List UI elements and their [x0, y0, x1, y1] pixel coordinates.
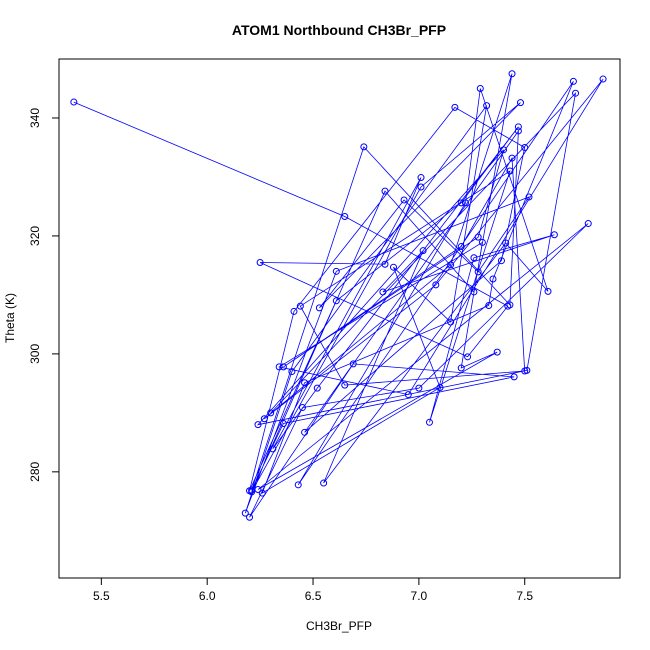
data-point: [341, 381, 349, 389]
data-point: [432, 281, 440, 289]
data-point: [447, 318, 455, 326]
data-point: [508, 154, 516, 162]
data-point: [315, 304, 323, 312]
data-point: [301, 428, 309, 436]
data-point: [332, 267, 340, 275]
data-point: [474, 268, 482, 276]
y-tick-label: 340: [28, 108, 42, 128]
data-point: [332, 297, 340, 305]
data-point: [436, 384, 444, 392]
x-axis-label: CH3Br_PFP: [306, 619, 372, 633]
chart-title: ATOM1 Northbound CH3Br_PFP: [232, 22, 446, 38]
data-point: [389, 263, 397, 271]
data-point: [260, 415, 268, 423]
plot-frame: [58, 58, 621, 579]
data-point: [476, 84, 484, 92]
data-point: [341, 212, 349, 220]
y-axis-label: Theta (K): [3, 293, 17, 343]
data-point: [400, 196, 408, 204]
data-point: [320, 479, 328, 487]
series-line: [73, 73, 604, 518]
data-point: [599, 75, 607, 83]
data-point: [419, 247, 427, 255]
data-point: [404, 391, 412, 399]
data-point: [288, 368, 296, 376]
data-point: [572, 89, 580, 97]
x-tick-label: 7.0: [411, 589, 428, 603]
x-tick-label: 7.5: [516, 589, 533, 603]
data-point: [514, 123, 522, 131]
data-point: [415, 384, 423, 392]
data-point: [246, 513, 254, 521]
data-point: [470, 288, 478, 296]
data-point: [290, 307, 298, 315]
y-tick-label: 320: [28, 226, 42, 246]
data-point: [514, 127, 522, 135]
x-tick-label: 6.5: [305, 589, 322, 603]
data-point: [497, 257, 505, 265]
data-point: [544, 287, 552, 295]
data-point: [241, 509, 249, 517]
data-point: [248, 488, 256, 496]
data-point: [381, 260, 389, 268]
data-point: [254, 486, 262, 494]
data-point: [457, 199, 465, 207]
data-point: [506, 301, 514, 309]
data-point: [381, 187, 389, 195]
data-point: [296, 302, 304, 310]
data-point: [523, 366, 531, 374]
data-point: [294, 481, 302, 489]
data-point: [313, 384, 321, 392]
data-point: [457, 243, 465, 251]
data-point: [500, 146, 508, 154]
data-point: [298, 404, 306, 412]
data-point: [70, 98, 78, 106]
series: [70, 70, 607, 521]
data-point: [451, 103, 459, 111]
data-point: [279, 419, 287, 427]
data-point: [474, 233, 482, 241]
data-point: [510, 373, 518, 381]
data-point: [279, 363, 287, 371]
x-axis: 5.5 6.0 6.5 7.0 7.5: [93, 578, 533, 603]
data-point: [525, 193, 533, 201]
x-tick-label: 5.5: [93, 589, 110, 603]
data-point: [489, 275, 497, 283]
data-point: [506, 167, 514, 175]
data-point: [254, 421, 262, 429]
y-axis: 280 300 320 340: [28, 108, 59, 482]
data-point: [483, 102, 491, 110]
data-point: [256, 258, 264, 266]
data-point: [584, 220, 592, 228]
data-point: [269, 445, 277, 453]
data-point: [417, 183, 425, 191]
data-point: [447, 261, 455, 269]
data-point: [478, 238, 486, 246]
data-point: [457, 364, 465, 372]
data-point: [349, 360, 357, 368]
data-point: [379, 288, 387, 296]
data-point: [275, 363, 283, 371]
data-point: [569, 77, 577, 85]
data-point: [517, 99, 525, 107]
y-tick-label: 300: [28, 344, 42, 364]
data-point: [360, 143, 368, 151]
data-point: [301, 379, 309, 387]
data-point: [258, 489, 266, 497]
data-point: [267, 409, 275, 417]
data-point: [425, 418, 433, 426]
data-point: [493, 348, 501, 356]
data-point: [485, 302, 493, 310]
data-point: [464, 353, 472, 361]
x-tick-label: 6.0: [199, 589, 216, 603]
data-point: [417, 174, 425, 182]
y-tick-label: 280: [28, 462, 42, 482]
data-point: [521, 143, 529, 151]
data-point: [461, 199, 469, 207]
data-point: [502, 239, 510, 247]
data-point: [470, 254, 478, 262]
data-point: [508, 70, 516, 78]
data-point: [550, 231, 558, 239]
